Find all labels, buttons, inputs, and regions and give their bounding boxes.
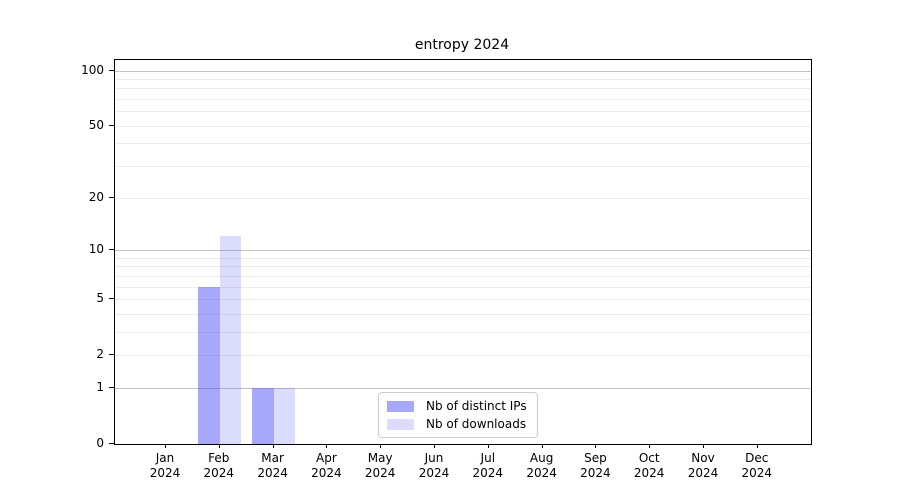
gridline-minor [115, 298, 811, 300]
x-tick-mark [487, 444, 489, 448]
legend-label-downloads: Nb of downloads [426, 417, 527, 431]
y-tick-label: 10 [88, 241, 104, 256]
gridline-minor [115, 166, 811, 168]
x-tick-label: Feb 2024 [203, 451, 235, 480]
y-tick-label: 1 [96, 379, 104, 394]
gridline-minor [115, 355, 811, 357]
y-tick-label: 20 [88, 189, 104, 204]
gridline-minor [115, 125, 811, 127]
gridline-minor [115, 99, 811, 101]
x-tick-label: Mar 2024 [257, 451, 288, 480]
gridline-minor [115, 143, 811, 145]
x-tick-mark [326, 444, 328, 448]
x-tick-mark [541, 444, 543, 448]
gridline-minor [115, 257, 811, 259]
gridline-minor [115, 78, 811, 80]
x-tick-label: Jul 2024 [472, 451, 504, 480]
y-tick-mark [109, 196, 114, 198]
plot-area [114, 59, 812, 445]
legend-label-distinct-ips: Nb of distinct IPs [426, 399, 527, 413]
y-tick-mark [109, 124, 114, 126]
gridline-minor [115, 88, 811, 90]
y-tick-mark [109, 297, 114, 299]
bar [273, 387, 296, 444]
gridline-minor [115, 111, 811, 113]
y-tick-label: 5 [96, 290, 104, 305]
y-tick-mark [109, 386, 114, 388]
y-tick-label: 100 [81, 62, 104, 77]
gridline-major [115, 387, 811, 389]
bar [198, 286, 220, 444]
gridline-minor [115, 275, 811, 277]
y-tick-mark [109, 69, 114, 71]
gridline-minor [115, 197, 811, 199]
x-tick-label: May 2024 [364, 451, 396, 480]
legend: Nb of distinct IPs Nb of downloads [378, 392, 538, 438]
x-tick-label: Nov 2024 [687, 451, 719, 480]
y-tick-mark [109, 443, 114, 444]
x-tick-mark [272, 444, 274, 448]
legend-swatch-downloads-icon [387, 418, 414, 430]
gridline-major [115, 249, 811, 251]
x-tick-label: Jun 2024 [418, 451, 450, 480]
x-tick-label: Jan 2024 [149, 451, 181, 480]
x-tick-mark [649, 444, 651, 448]
y-tick-mark [109, 354, 114, 356]
gridline-minor [115, 286, 811, 288]
bar [219, 236, 242, 444]
x-tick-label: Oct 2024 [633, 451, 665, 480]
y-tick-mark [109, 248, 114, 250]
x-tick-label: Sep 2024 [580, 451, 611, 480]
legend-item-distinct-ips: Nb of distinct IPs [387, 399, 527, 413]
y-tick-label: 0 [96, 436, 104, 450]
y-tick-label: 2 [96, 347, 104, 362]
bar [252, 387, 274, 444]
gridline-minor [115, 313, 811, 315]
gridline-minor [115, 266, 811, 268]
x-tick-label: Apr 2024 [311, 451, 342, 480]
chart-title: entropy 2024 [414, 37, 510, 53]
x-tick-mark [595, 444, 597, 448]
x-tick-mark [165, 444, 166, 448]
y-tick-label: 50 [88, 117, 104, 132]
x-tick-mark [218, 444, 220, 448]
x-tick-mark [380, 444, 382, 448]
gridline-minor [115, 331, 811, 333]
x-tick-mark [756, 444, 758, 448]
x-tick-mark [703, 444, 704, 448]
x-tick-mark [434, 444, 435, 448]
gridline-major [115, 70, 811, 72]
legend-swatch-distinct-ips-icon [387, 400, 414, 412]
legend-item-downloads: Nb of downloads [387, 417, 527, 431]
x-tick-label: Dec 2024 [741, 451, 773, 480]
x-tick-label: Aug 2024 [526, 451, 557, 480]
